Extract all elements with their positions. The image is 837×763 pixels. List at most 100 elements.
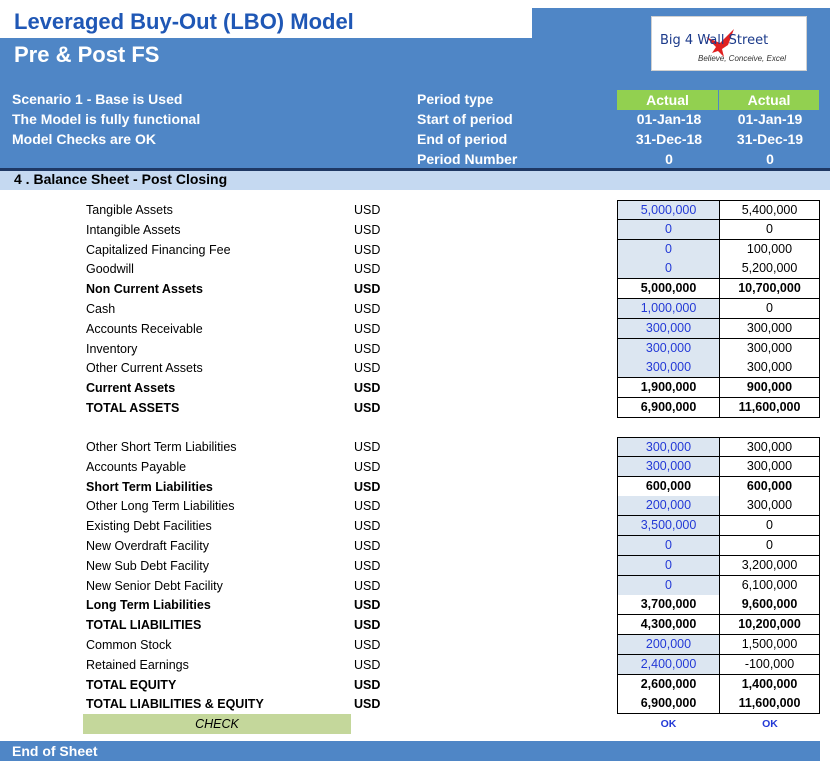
value-cell-2019[interactable]: 10,700,000 <box>720 279 820 300</box>
row-label: Current Assets <box>86 381 176 396</box>
value-cell-2018[interactable]: 200,000 <box>617 635 720 655</box>
value-cell-2019[interactable]: 0 <box>720 536 820 556</box>
check-result-col1: OK <box>660 718 677 730</box>
value-cell-2019[interactable]: 600,000 <box>720 476 820 497</box>
value-cell-2019[interactable]: 300,000 <box>720 437 820 457</box>
value-cell-2018[interactable]: 300,000 <box>617 358 720 379</box>
value-cell-2018[interactable]: 0 <box>617 536 720 556</box>
value-cell-2018[interactable]: 0 <box>617 239 720 260</box>
row-label: Accounts Payable <box>86 459 187 474</box>
value-cell-2019[interactable]: 9,600,000 <box>720 595 820 616</box>
value-cell-2019[interactable]: 300,000 <box>720 318 820 339</box>
row-unit: USD <box>354 262 381 277</box>
row-label: Inventory <box>86 341 138 356</box>
check-label: CHECK <box>83 714 351 734</box>
value-cell-2019[interactable]: 300,000 <box>720 338 820 359</box>
functional-status: The Model is fully functional <box>12 111 201 127</box>
period-number-label: Period Number <box>417 151 518 167</box>
row-unit: USD <box>354 558 381 573</box>
value-cell-2019[interactable]: 300,000 <box>720 496 820 517</box>
row-label: Accounts Receivable <box>86 321 203 336</box>
value-cell-2018[interactable]: 300,000 <box>617 437 720 457</box>
value-cell-2018[interactable]: 5,000,000 <box>617 200 720 220</box>
value-cell-2019[interactable]: 6,100,000 <box>720 575 820 596</box>
eagle-icon <box>706 29 734 57</box>
value-cell-2018[interactable]: 4,300,000 <box>617 615 720 636</box>
value-cell-2018[interactable]: 5,000,000 <box>617 279 720 300</box>
row-unit: USD <box>354 618 381 633</box>
row-label: Non Current Assets <box>86 282 203 297</box>
row-unit: USD <box>354 459 381 474</box>
period-type-col1: Actual <box>617 90 718 110</box>
row-label: Existing Debt Facilities <box>86 519 212 534</box>
row-label: Short Term Liabilities <box>86 479 213 494</box>
end-period-label: End of period <box>417 131 508 147</box>
value-cell-2019[interactable]: 900,000 <box>720 378 820 399</box>
value-cell-2018[interactable]: 6,900,000 <box>617 694 720 715</box>
row-unit: USD <box>354 479 381 494</box>
value-cell-2018[interactable]: 6,900,000 <box>617 398 720 418</box>
section-header <box>0 168 830 190</box>
row-label: Retained Earnings <box>86 657 189 672</box>
start-period-label: Start of period <box>417 111 513 127</box>
row-label: Capitalized Financing Fee <box>86 242 231 257</box>
value-cell-2018[interactable]: 2,600,000 <box>617 674 720 695</box>
row-label: Cash <box>86 302 116 316</box>
row-label: Intangible Assets <box>86 222 181 237</box>
row-label: New Overdraft Facility <box>86 539 209 553</box>
value-cell-2019[interactable]: 11,600,000 <box>720 398 820 418</box>
value-cell-2018[interactable]: 300,000 <box>617 456 720 477</box>
value-cell-2018[interactable]: 0 <box>617 259 720 280</box>
value-cell-2019[interactable]: 100,000 <box>720 239 820 260</box>
row-unit: USD <box>354 302 381 316</box>
value-cell-2019[interactable]: 5,400,000 <box>720 200 820 220</box>
value-cell-2019[interactable]: 1,500,000 <box>720 635 820 655</box>
value-cell-2019[interactable]: -100,000 <box>720 654 820 675</box>
value-cell-2018[interactable]: 0 <box>617 575 720 596</box>
footer-label: End of Sheet <box>12 743 98 759</box>
row-unit: USD <box>354 598 381 613</box>
row-unit: USD <box>354 677 381 692</box>
row-label: Long Term Liabilities <box>86 598 211 613</box>
value-cell-2018[interactable]: 0 <box>617 219 720 240</box>
row-label: TOTAL EQUITY <box>86 677 177 692</box>
value-cell-2018[interactable]: 1,900,000 <box>617 378 720 399</box>
row-label: Goodwill <box>86 262 134 277</box>
row-label: TOTAL ASSETS <box>86 401 180 415</box>
value-cell-2018[interactable]: 600,000 <box>617 476 720 497</box>
value-cell-2018[interactable]: 2,400,000 <box>617 654 720 675</box>
row-label: New Sub Debt Facility <box>86 558 209 573</box>
value-cell-2018[interactable]: 300,000 <box>617 338 720 359</box>
row-unit: USD <box>354 361 381 376</box>
value-cell-2019[interactable]: 300,000 <box>720 358 820 379</box>
value-cell-2019[interactable]: 5,200,000 <box>720 259 820 280</box>
row-label: Tangible Assets <box>86 203 173 217</box>
row-unit: USD <box>354 321 381 336</box>
company-logo: Big 4 Wall Street Believe, Conceive, Exc… <box>651 16 807 71</box>
value-cell-2019[interactable]: 1,400,000 <box>720 674 820 695</box>
value-cell-2019[interactable]: 10,200,000 <box>720 615 820 636</box>
logo-tagline: Believe, Conceive, Excel <box>698 54 787 63</box>
checks-status: Model Checks are OK <box>12 131 156 147</box>
page-title: Leveraged Buy-Out (LBO) Model <box>14 9 354 34</box>
value-cell-2018[interactable]: 3,500,000 <box>617 516 720 537</box>
value-cell-2018[interactable]: 3,700,000 <box>617 595 720 616</box>
footer-bar <box>0 741 820 761</box>
value-cell-2019[interactable]: 11,600,000 <box>720 694 820 715</box>
value-cell-2019[interactable]: 0 <box>720 219 820 240</box>
row-unit: USD <box>354 203 381 217</box>
value-cell-2019[interactable]: 0 <box>720 516 820 537</box>
value-cell-2018[interactable]: 200,000 <box>617 496 720 517</box>
value-cell-2019[interactable]: 300,000 <box>720 456 820 477</box>
period-number-col1: 0 <box>665 151 673 167</box>
value-cell-2019[interactable]: 0 <box>720 299 820 319</box>
row-unit: USD <box>354 638 381 652</box>
value-cell-2018[interactable]: 0 <box>617 555 720 576</box>
value-cell-2018[interactable]: 1,000,000 <box>617 299 720 319</box>
row-label: New Senior Debt Facility <box>86 578 223 593</box>
value-cell-2019[interactable]: 3,200,000 <box>720 555 820 576</box>
end-period-col1: 31-Dec-18 <box>635 131 703 147</box>
row-unit: USD <box>354 499 381 514</box>
value-cell-2018[interactable]: 300,000 <box>617 318 720 339</box>
row-unit: USD <box>354 440 381 454</box>
